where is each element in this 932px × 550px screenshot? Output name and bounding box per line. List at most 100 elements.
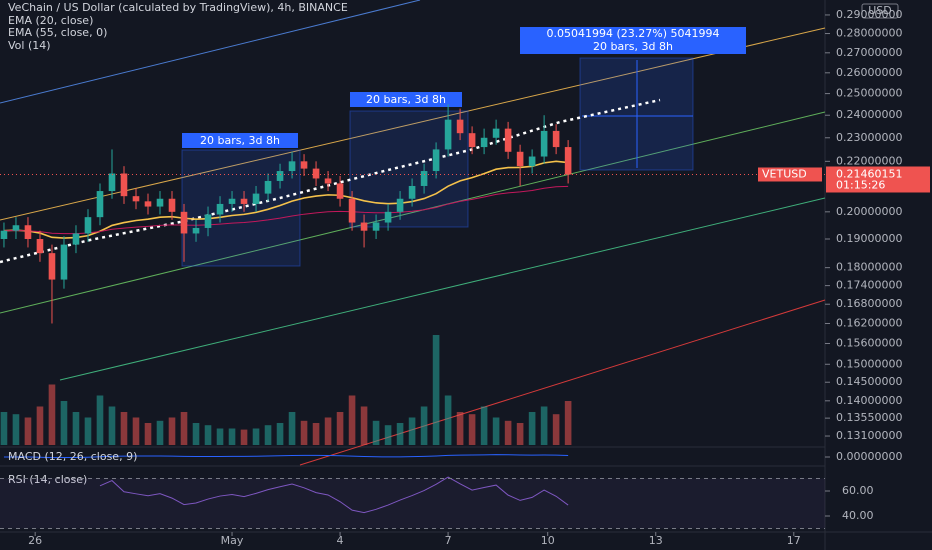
y-tick-label: 0.22000000 [836, 154, 902, 167]
candle-body [348, 198, 356, 223]
candle-body [24, 225, 32, 240]
volume-bar [108, 406, 116, 445]
candle-body [360, 222, 368, 231]
y-tick-label: 0.26000000 [836, 66, 902, 79]
candle-body [420, 171, 428, 186]
x-tick-label: 13 [649, 534, 663, 547]
y-tick-label: 0.13100000 [836, 429, 902, 442]
volume-bar [24, 417, 32, 445]
y-tick-label: 0.25000000 [836, 87, 902, 100]
candle-body [528, 156, 536, 167]
candle-body [372, 222, 380, 231]
candle-body [156, 198, 164, 207]
legend-entry: EMA (20, close) [8, 14, 93, 27]
x-tick-label: 7 [445, 534, 452, 547]
volume-bar [276, 423, 284, 445]
candle-body [444, 119, 452, 150]
ema-55 [3, 185, 569, 235]
volume-bar [420, 406, 428, 445]
volume-bar [456, 412, 464, 445]
x-tick-label: 26 [28, 534, 42, 547]
volume-bar [468, 414, 476, 445]
legend-entry: Vol (14) [8, 39, 51, 52]
annotation-box [182, 133, 298, 148]
volume-bar [444, 395, 452, 445]
last-price: 0.21460151 [836, 167, 902, 180]
volume-bar [528, 412, 536, 445]
legend-entry: RSI (14, close) [8, 473, 87, 486]
volume-bar [348, 395, 356, 445]
annotation: 20 bars, 3d 8h [200, 134, 280, 147]
price-box [826, 166, 930, 193]
volume-bar [408, 417, 416, 445]
y-tick-label: 0.14000000 [836, 394, 902, 407]
candle-body [192, 227, 200, 234]
volume-bar [360, 406, 368, 445]
candle-body [36, 239, 44, 254]
countdown: 01:15:26 [836, 178, 885, 191]
legend-entry: MACD (12, 26, close, 9) [8, 450, 137, 463]
volume-bar [504, 420, 512, 445]
volume-bar [60, 401, 68, 445]
macd-tick-label: 0.00000000 [836, 450, 902, 463]
channel-line [0, 0, 421, 104]
candle-body [180, 211, 188, 234]
y-tick-label: 0.16800000 [836, 297, 902, 310]
volume-bar [84, 417, 92, 445]
candle-body [540, 130, 548, 157]
volume-bar [492, 417, 500, 445]
candle-body [564, 147, 572, 175]
y-tick-label: 0.28000000 [836, 27, 902, 40]
volume-bar [180, 412, 188, 445]
currency[interactable]: USD [868, 4, 892, 17]
volume-bar [432, 335, 440, 445]
candle-body [300, 161, 308, 169]
candle-body [552, 130, 560, 148]
candle-body [408, 185, 416, 199]
candle-body [144, 201, 152, 207]
y-tick-label: 0.24000000 [836, 108, 902, 121]
volume-bar [48, 384, 56, 445]
volume-bar [168, 417, 176, 445]
chart-title: VeChain / US Dollar (calculated by Tradi… [8, 1, 348, 14]
y-tick-label: 0.16200000 [836, 316, 902, 329]
volume-bar [288, 412, 296, 445]
volume-bar [564, 401, 572, 445]
volume-bar [312, 423, 320, 445]
volume-bar [336, 412, 344, 445]
volume-bar [0, 412, 8, 445]
y-tick-label: 0.14500000 [836, 375, 902, 388]
volume-bar [144, 423, 152, 445]
y-tick-label: 0.23000000 [836, 131, 902, 144]
candle-body [312, 168, 320, 179]
volume-bar [264, 425, 272, 445]
volume-bar [540, 406, 548, 445]
annotation-box [520, 27, 746, 54]
candle-body [0, 230, 8, 240]
symbol-box [758, 167, 822, 182]
candle-body [108, 173, 116, 192]
currency-box[interactable] [861, 3, 899, 19]
rsi-line [99, 476, 569, 514]
volume-bar [36, 406, 44, 445]
volume-bar [216, 428, 224, 445]
y-tick-label: 0.17400000 [836, 279, 902, 292]
candle-body [84, 217, 92, 234]
candle-body [504, 128, 512, 152]
volume-bar [324, 417, 332, 445]
volume-bar [120, 412, 128, 445]
volume-bar [156, 420, 164, 445]
candle-body [324, 178, 332, 184]
volume-bar [300, 420, 308, 445]
annotation: 20 bars, 3d 8h [366, 93, 446, 106]
symbol: VETUSD [762, 167, 807, 180]
candle-body [456, 119, 464, 134]
y-tick-label: 0.15600000 [836, 336, 902, 349]
volume-bar [552, 414, 560, 445]
volume-bar [396, 423, 404, 445]
volume-bar [252, 428, 260, 445]
rsi-band [0, 478, 825, 529]
y-tick-label: 0.13550000 [836, 411, 902, 424]
candle-body [288, 161, 296, 172]
